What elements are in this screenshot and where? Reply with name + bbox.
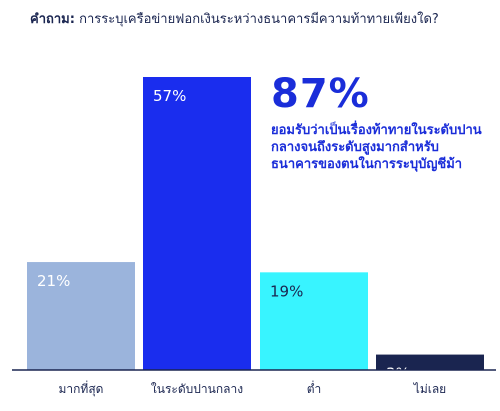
highlight-value: 87% <box>271 71 370 117</box>
highlight-text: ยอมรับว่าเป็นเรื่องท้าทายในระดับปานกลางจ… <box>271 123 482 172</box>
bar-3 <box>260 272 368 370</box>
bar-value-label-3: 19% <box>270 282 303 300</box>
bar-value-label-1: 21% <box>37 272 70 290</box>
tick-label-3: ต่ำ <box>307 380 322 396</box>
tick-labels: มากที่สุด ในระดับปานกลาง ต่ำ ไม่เลย <box>59 380 447 397</box>
question-text: การระบุเครือข่ายฟอกเงินระหว่างธนาคารมีคว… <box>79 12 439 27</box>
bar-value-label-2: 57% <box>153 87 186 105</box>
bar-2 <box>143 77 251 370</box>
bar-1 <box>27 262 135 370</box>
bar-value-label-4: 3% <box>386 365 410 383</box>
bar-4 <box>376 354 484 370</box>
tick-label-1: มากที่สุด <box>59 380 104 397</box>
tick-label-4: ไม่เลย <box>413 382 446 396</box>
tick-label-2: ในระดับปานกลาง <box>151 382 243 396</box>
question-label: คำถาม: <box>30 12 75 27</box>
question: คำถาม: การระบุเครือข่ายฟอกเงินระหว่างธนา… <box>30 8 495 29</box>
bars: 21% 57% 19% 3% <box>27 77 484 383</box>
highlight-callout: 87% ยอมรับว่าเป็นเรื่องท้าทายในระดับปานก… <box>271 72 486 173</box>
